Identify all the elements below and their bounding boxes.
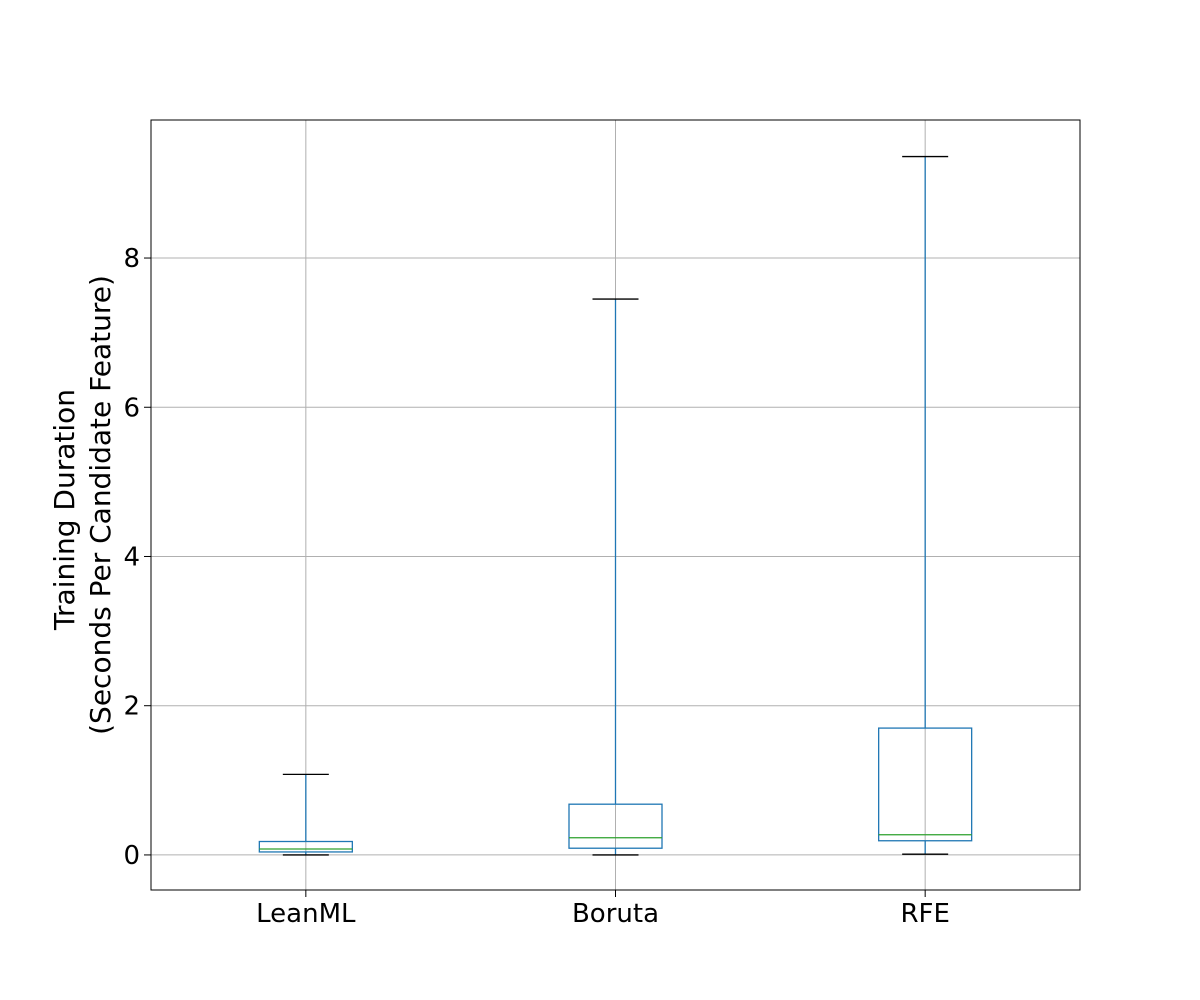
x-tick-label: RFE	[900, 899, 949, 929]
box-boruta	[568, 298, 663, 856]
x-tick-label: LeanML	[256, 899, 356, 929]
y-tick-label: 6	[123, 393, 140, 423]
interquartile-box	[258, 840, 353, 853]
ticks: 0 2 4 6 8 LeanML Boruta RFE	[123, 244, 949, 929]
boxes	[258, 155, 973, 856]
y-tick-label: 4	[123, 542, 140, 572]
box-leanml	[258, 773, 353, 856]
y-axis-label-line-2: (Seconds Per Candidate Feature)	[84, 275, 117, 735]
y-tick-label: 8	[123, 244, 140, 274]
y-tick-label: 2	[123, 692, 140, 722]
y-tick-label: 0	[123, 841, 140, 871]
interquartile-box	[568, 803, 663, 849]
x-tick-label: Boruta	[572, 899, 659, 929]
y-axis-label: Training Duration (Seconds Per Candidate…	[48, 275, 117, 735]
y-axis-label-line-1: Training Duration	[48, 389, 81, 631]
interquartile-box	[878, 727, 973, 842]
box-rfe	[878, 155, 973, 855]
